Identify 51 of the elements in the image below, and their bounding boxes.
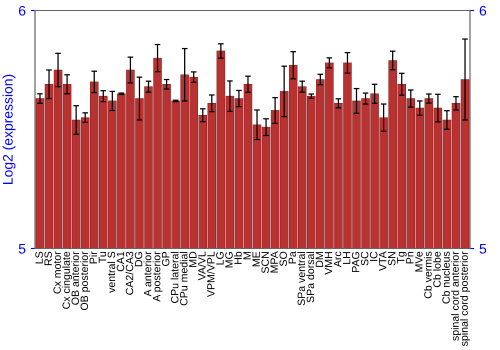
x-tick-label: M [243,252,251,260]
x-tick-label: spinal cord anterior [451,251,461,341]
x-tick-label: MG [225,252,233,268]
x-tick-label: PAG [352,252,360,272]
x-tick-label: Cb nucleus [442,252,450,304]
x-tick-label: CPu lateral [170,252,178,303]
x-tick-label: Tg [397,252,407,264]
x-tick-label: RS [44,252,52,266]
x-tick-label: CPu medial [180,252,188,306]
x-tick-label: OB posterior [80,251,90,310]
x-tick-label: Cx cingulate [62,252,72,309]
x-tick-label: A posterior [152,251,162,302]
x-tick-label: SPa dorsal [306,252,314,302]
x-tick-label: Pir [89,251,97,264]
y-axis-title: Log2 (expression) [2,74,16,184]
x-tick-label: MPA [270,251,278,273]
x-tick-label: Pa [288,251,296,264]
x-tick-label: SO [280,252,287,266]
x-tick-label: SCN [261,252,269,274]
x-tick-label: MD [189,252,196,267]
x-tick-label: LH [342,252,350,264]
y2-tick-label: 5 [480,244,486,254]
x-tick-label: VPM/VPL [206,252,215,297]
x-tick-label: VA/VL [198,252,206,280]
x-tick-label: LS [35,252,43,264]
x-tick-label: Arc [334,252,342,268]
x-tick-label: VTA [379,251,386,271]
x-tick-label: Cb vermis [424,252,432,298]
x-tick-label: IC [370,252,378,261]
x-tick-label: MVe [415,252,423,272]
x-tick-label: GP [162,252,170,266]
x-tick-label: Tu [98,252,106,263]
x-tick-label: spinal cord posterior [460,251,470,346]
x-tick-label: ME [252,252,260,266]
x-tick-label: Cb lobe [432,252,441,288]
x-tick-label: Pn [406,252,414,264]
x-tick-label: Hb [234,252,242,264]
x-tick-label: OB anterior [71,251,79,305]
x-tick-label: SC [360,252,368,266]
x-tick-label: SN [388,252,396,266]
x-tick-label: ventral S [107,252,116,293]
x-tick-label: DM [316,252,324,267]
x-tick-label: SPa ventral [297,252,306,306]
x-tick-label: Cx motor [53,251,61,294]
x-tick-label: CA2/CA3 [125,252,134,295]
x-tick-label: A anterior [144,251,152,296]
x-tick-label: LG [216,252,224,264]
x-tick-label: VMH [324,252,332,275]
x-tick-label: CA1 [116,252,124,272]
y2-tick-label: 6 [480,6,486,16]
x-tick-label: DG [134,252,142,266]
